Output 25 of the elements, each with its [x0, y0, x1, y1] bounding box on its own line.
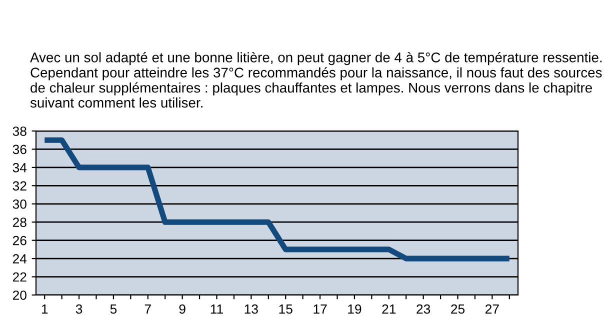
- y-tick-label: 32: [12, 181, 26, 191]
- y-tick-label: 36: [12, 144, 26, 154]
- y-tick-label: 38: [12, 126, 26, 136]
- x-tick-label: 27: [486, 304, 499, 314]
- y-tick-label: 28: [12, 218, 26, 228]
- x-tick-label: 15: [279, 304, 292, 314]
- y-tick-label: 26: [12, 236, 26, 246]
- x-tick-label: 3: [76, 304, 82, 314]
- y-tick-label: 24: [12, 254, 27, 264]
- y-tick-label: 30: [12, 199, 26, 209]
- x-tick-label: 19: [348, 304, 362, 314]
- x-tick-label: 25: [451, 304, 465, 314]
- x-tick-label: 9: [179, 304, 186, 314]
- x-tick-label: 1: [42, 304, 48, 314]
- y-tick-label: 22: [12, 272, 26, 282]
- x-tick-label: 17: [314, 304, 327, 314]
- y-tick-label: 34: [12, 163, 27, 172]
- x-tick-label: 5: [110, 304, 117, 314]
- y-tick-label: 20: [12, 290, 26, 300]
- x-tick-label: 23: [416, 304, 430, 314]
- x-tick-label: 13: [244, 304, 258, 314]
- x-tick-label: 11: [210, 304, 223, 314]
- x-tick-label: 21: [382, 304, 396, 314]
- x-tick-label: 7: [144, 304, 151, 314]
- chart-title: Avec un sol adapté et une bonne litière, on peut gagner de 4 à 5°C de température ressentie. Cependant pour atteindre les 37°C recommandés pour la naissance, il nous faut des sources de chaleur supplémentaires : plaques chauffantes et lampes. Nous verrons dans le chapitre suivant comment les utiliser.: [30, 52, 602, 108]
